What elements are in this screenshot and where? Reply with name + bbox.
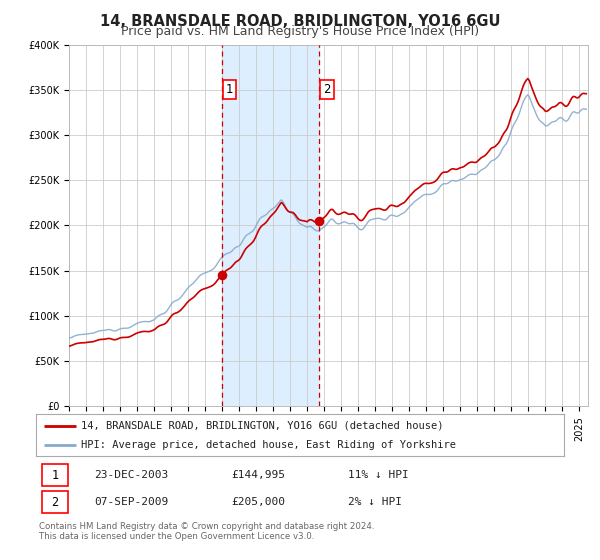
Text: This data is licensed under the Open Government Licence v3.0.: This data is licensed under the Open Gov… [39, 532, 314, 541]
Text: 1: 1 [226, 83, 233, 96]
Point [217, 270, 226, 279]
Text: 14, BRANSDALE ROAD, BRIDLINGTON, YO16 6GU: 14, BRANSDALE ROAD, BRIDLINGTON, YO16 6G… [100, 14, 500, 29]
Point [314, 216, 323, 225]
Text: £205,000: £205,000 [232, 497, 286, 507]
Text: 23-DEC-2003: 23-DEC-2003 [94, 470, 169, 480]
Text: 2% ↓ HPI: 2% ↓ HPI [347, 497, 401, 507]
Text: £144,995: £144,995 [232, 470, 286, 480]
Text: HPI: Average price, detached house, East Riding of Yorkshire: HPI: Average price, detached house, East… [81, 440, 456, 450]
FancyBboxPatch shape [43, 491, 68, 514]
Text: 1: 1 [52, 469, 59, 482]
Text: 2: 2 [323, 83, 331, 96]
Text: Contains HM Land Registry data © Crown copyright and database right 2024.: Contains HM Land Registry data © Crown c… [39, 522, 374, 531]
FancyBboxPatch shape [43, 464, 68, 486]
Text: 2: 2 [52, 496, 59, 508]
Bar [221, 45, 319, 406]
Text: 07-SEP-2009: 07-SEP-2009 [94, 497, 169, 507]
Text: 11% ↓ HPI: 11% ↓ HPI [347, 470, 408, 480]
Text: 14, BRANSDALE ROAD, BRIDLINGTON, YO16 6GU (detached house): 14, BRANSDALE ROAD, BRIDLINGTON, YO16 6G… [81, 421, 443, 431]
Text: Price paid vs. HM Land Registry's House Price Index (HPI): Price paid vs. HM Land Registry's House … [121, 25, 479, 38]
